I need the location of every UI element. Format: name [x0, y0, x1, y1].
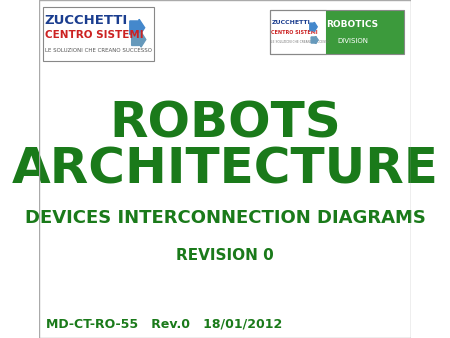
Text: CENTRO SISTEMI: CENTRO SISTEMI — [271, 30, 318, 34]
Text: DIVISION: DIVISION — [337, 38, 368, 44]
Bar — [43, 7, 154, 61]
Bar — [270, 10, 326, 54]
Text: DEVICES INTERCONNECTION DIAGRAMS: DEVICES INTERCONNECTION DIAGRAMS — [25, 209, 425, 227]
FancyArrow shape — [311, 36, 318, 44]
Text: ROBOTS: ROBOTS — [109, 99, 341, 147]
Text: ROBOTICS: ROBOTICS — [327, 20, 379, 29]
Text: ZUCCHETTI: ZUCCHETTI — [271, 20, 310, 25]
Text: MD-CT-RO-55   Rev.0   18/01/2012: MD-CT-RO-55 Rev.0 18/01/2012 — [46, 318, 283, 331]
Text: LE SOLUZIONI CHE CREANO SUCCESSO: LE SOLUZIONI CHE CREANO SUCCESSO — [45, 48, 152, 52]
Bar — [326, 10, 404, 54]
Bar — [270, 10, 404, 54]
FancyArrow shape — [132, 32, 146, 47]
Text: LE SOLUZIONI CHE CREANO SUCCESSO: LE SOLUZIONI CHE CREANO SUCCESSO — [271, 40, 330, 44]
Text: CENTRO SISTEMI: CENTRO SISTEMI — [45, 30, 143, 40]
FancyArrow shape — [130, 19, 145, 36]
Text: ZUCCHETTI: ZUCCHETTI — [45, 14, 128, 27]
Text: REVISION 0: REVISION 0 — [176, 248, 274, 263]
Text: ARCHITECTURE: ARCHITECTURE — [12, 145, 438, 193]
FancyArrow shape — [310, 22, 317, 31]
